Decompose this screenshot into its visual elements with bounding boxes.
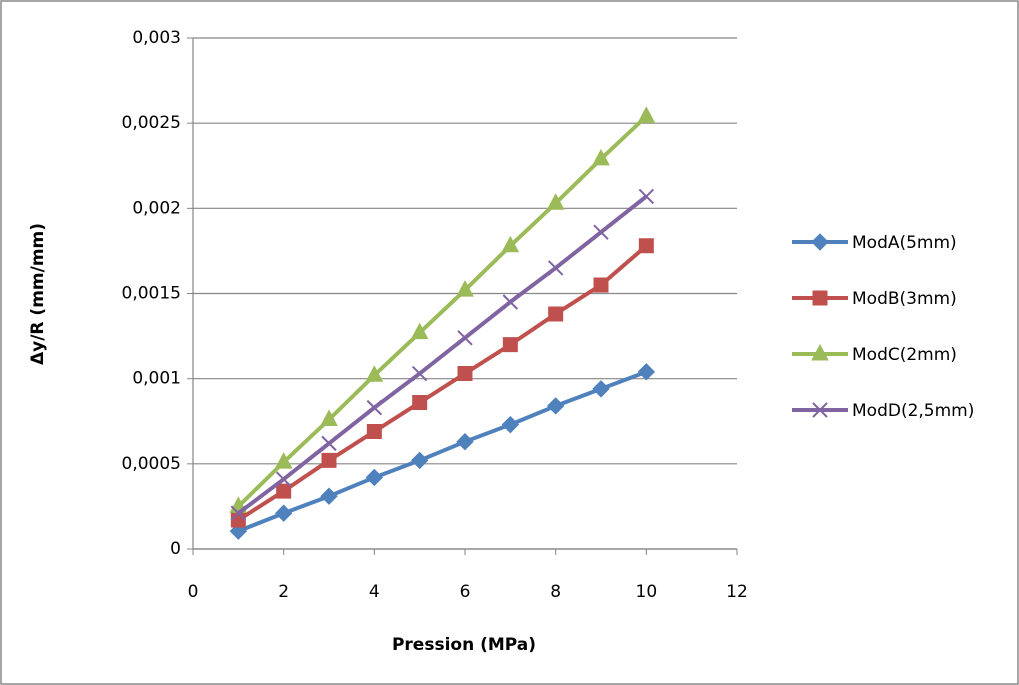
- legend-label: ModC(2mm): [852, 345, 957, 365]
- marker: [366, 399, 383, 416]
- legend-marker: [811, 343, 829, 361]
- legend-marker: [812, 290, 828, 306]
- marker: [412, 395, 428, 411]
- marker: [548, 306, 564, 322]
- x-tick-label: 4: [369, 582, 380, 602]
- marker: [276, 483, 292, 499]
- marker: [230, 512, 246, 528]
- marker: [502, 294, 519, 310]
- marker: [321, 452, 337, 468]
- marker: [321, 435, 337, 452]
- marker: [230, 505, 247, 521]
- marker: [501, 415, 520, 434]
- marker: [501, 235, 520, 253]
- marker: [410, 322, 429, 340]
- y-tick-label: 0,0005: [122, 454, 181, 474]
- y-tick-label: 0,0015: [122, 284, 181, 304]
- y-tick-label: 0,002: [132, 198, 181, 218]
- x-axis-title: Pression (MPa): [392, 635, 536, 655]
- x-tick-label: 6: [460, 582, 471, 602]
- y-axis-title: Δy/R (mm/mm): [28, 223, 48, 365]
- marker: [366, 423, 382, 439]
- x-tick-label: 12: [726, 582, 748, 602]
- x-tick-label: 2: [278, 582, 289, 602]
- y-tick-label: 0,001: [132, 369, 181, 389]
- series-line: [236, 114, 648, 508]
- marker: [547, 260, 564, 276]
- marker: [457, 330, 473, 346]
- marker: [275, 471, 292, 487]
- marker: [546, 397, 565, 415]
- marker: [320, 487, 338, 505]
- marker: [502, 337, 518, 353]
- series-line: [237, 244, 648, 522]
- marker: [593, 277, 609, 293]
- marker: [274, 504, 293, 522]
- marker: [592, 380, 610, 398]
- marker: [592, 148, 610, 166]
- marker: [593, 224, 609, 240]
- legend-label: ModD(2,5mm): [852, 401, 974, 421]
- x-tick-label: 8: [550, 582, 561, 602]
- legend-label: ModB(3mm): [852, 289, 957, 309]
- marker: [410, 451, 429, 470]
- y-tick-label: 0,0025: [122, 113, 181, 133]
- marker: [637, 106, 656, 123]
- marker: [637, 363, 656, 381]
- marker: [638, 188, 655, 205]
- marker: [456, 432, 474, 451]
- marker: [456, 280, 474, 297]
- marker: [320, 409, 338, 427]
- legend-marker: [812, 402, 828, 418]
- y-tick-label: 0,003: [132, 28, 181, 48]
- marker: [638, 238, 654, 254]
- x-tick-label: 0: [188, 582, 199, 602]
- marker: [274, 452, 293, 469]
- legend-marker: [811, 233, 829, 251]
- marker: [365, 468, 384, 487]
- y-tick-label: 0: [170, 539, 181, 559]
- series-line: [237, 194, 648, 515]
- legend-label: ModA(5mm): [852, 233, 957, 253]
- x-tick-label: 10: [636, 582, 658, 602]
- marker: [365, 365, 384, 382]
- marker: [457, 366, 473, 382]
- series-line: [237, 369, 648, 533]
- marker: [546, 193, 565, 210]
- marker: [411, 365, 428, 382]
